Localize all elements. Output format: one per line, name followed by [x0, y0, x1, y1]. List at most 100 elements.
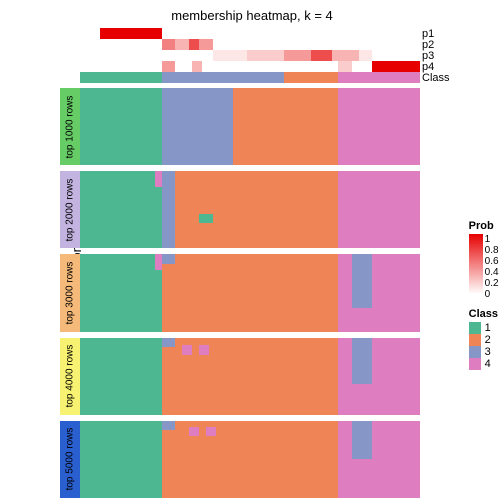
prob-segment	[80, 28, 100, 39]
prob-tick: 0.6	[485, 256, 499, 267]
heatmap-block	[372, 421, 420, 498]
heatmap-block	[162, 88, 233, 165]
class-legend-swatch	[469, 322, 481, 334]
row-body	[80, 171, 420, 248]
class-bar-label: Class	[422, 72, 450, 84]
heatmap-main-rows: top 1000 rows top 2000 rows top 3000 rows t…	[60, 88, 420, 498]
heatmap-patch	[182, 345, 192, 354]
heatmap-patch	[162, 421, 176, 430]
heatmap-row: top 2000 rows	[60, 171, 420, 248]
heatmap-patch	[162, 338, 176, 347]
prob-segment	[80, 61, 100, 72]
class-legend-item: 4	[469, 358, 498, 370]
heatmap-block	[338, 88, 420, 165]
heatmap-block	[175, 171, 338, 248]
class-legend-swatch	[469, 346, 481, 358]
heatmap-patch	[199, 214, 213, 223]
prob-segment	[162, 50, 213, 61]
prob-legend-ticks: 10.80.60.40.20	[485, 234, 499, 294]
prob-row	[80, 39, 420, 50]
row-body	[80, 421, 420, 498]
row-label-box: top 2000 rows	[60, 171, 80, 248]
row-label-box: top 5000 rows	[60, 421, 80, 498]
row-label-box: top 3000 rows	[60, 254, 80, 331]
heatmap-block	[162, 254, 352, 331]
heatmap-block	[233, 88, 338, 165]
class-legend-item: 3	[469, 346, 498, 358]
heatmap-patch	[338, 338, 352, 415]
prob-segment	[213, 50, 247, 61]
heatmap-row: top 5000 rows	[60, 421, 420, 498]
class-legend-swatch	[469, 334, 481, 346]
prob-segment	[175, 39, 189, 50]
prob-segment	[192, 61, 202, 72]
prob-segment	[162, 39, 176, 50]
heatmap-patch	[352, 308, 372, 331]
prob-segment	[311, 50, 331, 61]
heatmap-block	[80, 338, 162, 415]
heatmap-block	[372, 254, 420, 331]
row-label-text: top 4000 rows	[65, 345, 76, 408]
prob-segment	[100, 61, 161, 72]
prob-legend-gradient	[469, 234, 483, 294]
row-body	[80, 338, 420, 415]
heatmap-block	[80, 88, 162, 165]
heatmap-block	[80, 171, 162, 248]
prob-row	[80, 50, 420, 61]
prob-segment	[175, 61, 192, 72]
prob-legend: Prob 10.80.60.40.20	[469, 220, 498, 294]
class-legend-item: 2	[469, 334, 498, 346]
class-legend-item: 1	[469, 322, 498, 334]
heatmap-container: membership heatmap, k = 4 50 x 5 random …	[0, 0, 504, 504]
plot-area: Class top 1000 rowstop 2000 rowstop 3000…	[60, 28, 420, 498]
heatmap-row: top 4000 rows	[60, 338, 420, 415]
heatmap-patch	[338, 421, 352, 498]
heatmap-patch	[155, 171, 162, 186]
row-label-text: top 5000 rows	[65, 428, 76, 491]
row-label-text: top 1000 rows	[65, 95, 76, 158]
heatmap-row: top 1000 rows	[60, 88, 420, 165]
prob-legend-title: Prob	[469, 220, 498, 232]
heatmap-patch	[352, 459, 372, 498]
row-body	[80, 254, 420, 331]
prob-segment	[352, 61, 372, 72]
row-label-text: top 2000 rows	[65, 178, 76, 241]
class-legend-title: Class	[469, 308, 498, 320]
row-body	[80, 88, 420, 165]
prob-row	[80, 61, 420, 72]
prob-segment	[162, 61, 176, 72]
class-legend-label: 2	[485, 334, 491, 346]
prob-segment	[80, 50, 162, 61]
class-segment	[284, 72, 338, 83]
prob-segment	[372, 50, 420, 61]
prob-segment	[359, 50, 373, 61]
prob-segment	[338, 61, 352, 72]
row-label-text: top 3000 rows	[65, 262, 76, 325]
prob-segment	[80, 39, 162, 50]
prob-row	[80, 28, 420, 39]
heatmap-block	[80, 254, 162, 331]
prob-segment	[199, 39, 213, 50]
class-legend-label: 1	[485, 322, 491, 334]
chart-title: membership heatmap, k = 4	[0, 8, 504, 23]
prob-segment	[162, 28, 420, 39]
heatmap-patch	[206, 427, 216, 436]
prob-segment	[372, 61, 420, 72]
prob-row-label: p4	[422, 61, 434, 73]
prob-tick: 0.8	[485, 245, 499, 256]
class-segment	[80, 72, 162, 83]
heatmap-row: top 3000 rows	[60, 254, 420, 331]
prob-tick: 1	[485, 234, 499, 245]
heatmap-block	[338, 171, 420, 248]
prob-segment	[247, 50, 284, 61]
class-legend-items: 1234	[469, 322, 498, 370]
class-legend: Class 1234	[469, 308, 498, 370]
prob-segment	[284, 50, 311, 61]
class-segment	[162, 72, 284, 83]
prob-segment	[202, 61, 338, 72]
heatmap-patch	[189, 427, 199, 436]
probability-annotation-rows	[80, 28, 420, 72]
class-legend-label: 4	[485, 358, 491, 370]
class-segment	[338, 72, 420, 83]
heatmap-patch	[155, 254, 162, 269]
